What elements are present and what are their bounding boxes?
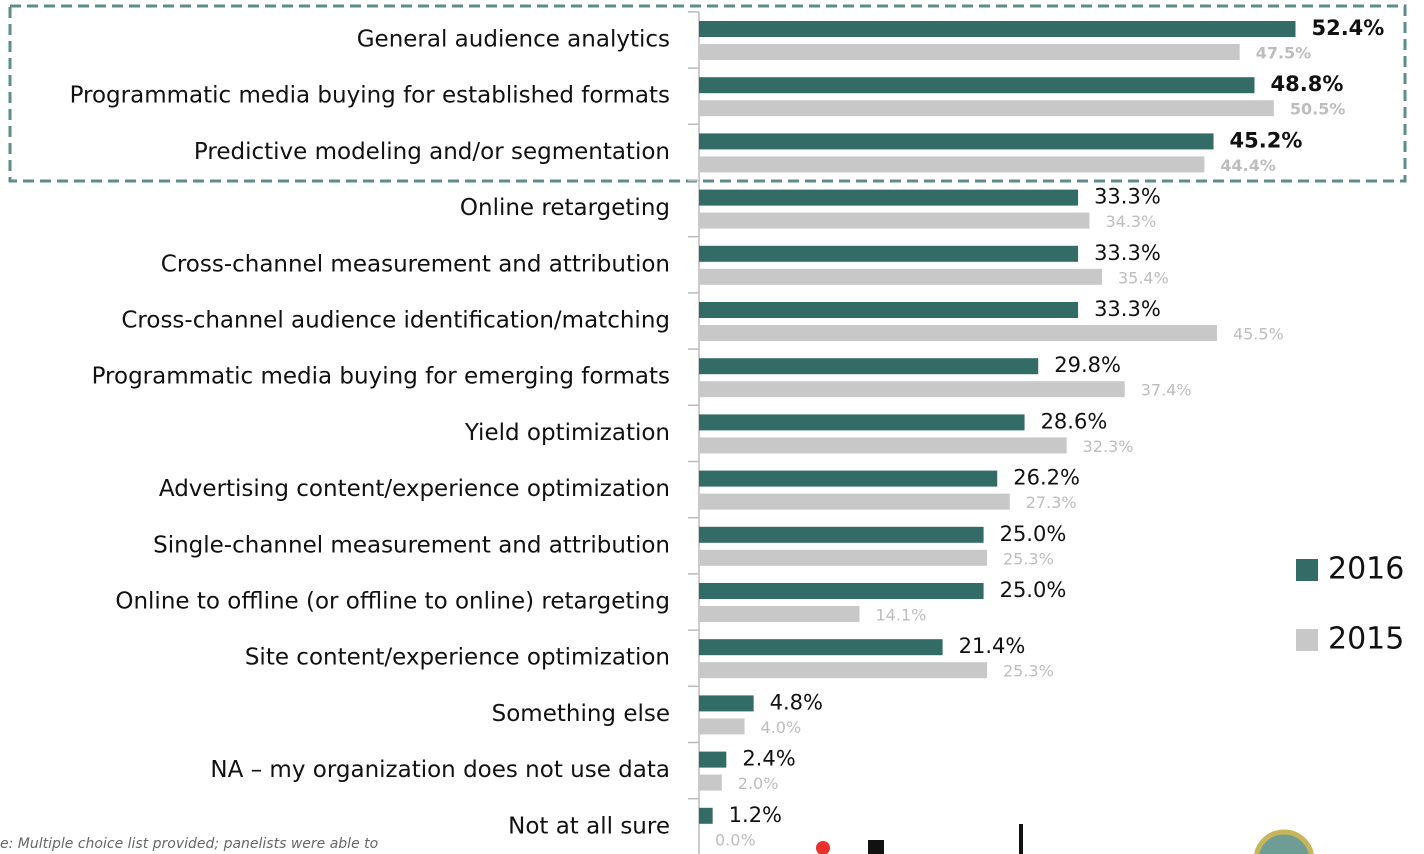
logo-fragment <box>868 840 884 854</box>
category-label: Programmatic media buying for establishe… <box>70 83 670 109</box>
category-label: Cross-channel audience identification/ma… <box>121 308 670 334</box>
value-label: 28.6% <box>1041 409 1108 433</box>
highlight-box <box>8 4 1407 183</box>
category-label: Yield optimization <box>464 420 670 446</box>
value-label: 48.8% <box>1271 72 1344 96</box>
category-label: NA – my organization does not use data <box>210 757 670 783</box>
category-label: Advertising content/experience optimizat… <box>159 476 670 502</box>
bar <box>699 44 1240 60</box>
bar <box>699 606 860 622</box>
value-label: 4.0% <box>761 718 802 737</box>
value-label: 50.5% <box>1290 100 1346 119</box>
value-label: 34.3% <box>1105 212 1156 231</box>
value-label: 25.3% <box>1003 549 1054 568</box>
category-label: Something else <box>492 701 670 727</box>
legend-label: 2016 <box>1328 552 1404 587</box>
category-label: General audience analytics <box>357 27 670 53</box>
bar <box>699 662 987 679</box>
bar <box>699 212 1090 229</box>
value-label: 4.8% <box>770 690 823 714</box>
category-label: Site content/experience optimization <box>245 645 670 671</box>
category-label: Single-channel measurement and attributi… <box>153 532 670 558</box>
value-label: 27.3% <box>1026 493 1077 512</box>
value-label: 35.4% <box>1118 268 1169 287</box>
bar <box>699 437 1067 454</box>
bar <box>699 695 754 712</box>
bar <box>699 583 984 599</box>
bar <box>699 493 1010 510</box>
value-label: 47.5% <box>1256 44 1312 63</box>
bar <box>699 470 998 487</box>
bar <box>699 774 722 791</box>
bar <box>699 133 1214 150</box>
value-label: 25.0% <box>1000 522 1067 546</box>
bar <box>699 156 1205 173</box>
value-label: 33.3% <box>1094 241 1161 265</box>
bar <box>699 639 943 656</box>
value-label: 44.4% <box>1220 156 1276 175</box>
value-label: 2.0% <box>738 774 779 793</box>
category-label: Predictive modeling and/or segmentation <box>194 139 670 165</box>
value-label: 32.3% <box>1083 437 1134 456</box>
bar <box>699 381 1125 398</box>
legend-label: 2015 <box>1328 622 1404 657</box>
value-label: 45.5% <box>1233 325 1284 344</box>
category-label: Programmatic media buying for emerging f… <box>92 364 670 390</box>
value-label: 14.1% <box>876 606 927 625</box>
value-label: 52.4% <box>1311 16 1384 40</box>
bar <box>699 526 984 543</box>
value-label: 33.3% <box>1094 185 1161 209</box>
bar <box>699 100 1274 117</box>
footnote: e: Multiple choice list provided; paneli… <box>0 836 378 852</box>
bar <box>699 21 1296 37</box>
value-label: 33.3% <box>1094 297 1161 321</box>
value-label: 0.0% <box>715 830 756 849</box>
bar <box>699 245 1079 262</box>
category-label: Not at all sure <box>508 813 670 839</box>
bar <box>699 189 1079 206</box>
category-label: Online retargeting <box>460 195 670 221</box>
legend-swatch <box>1296 629 1318 651</box>
value-label: 2.4% <box>742 747 795 771</box>
value-label: 25.0% <box>1000 578 1067 602</box>
bar <box>699 414 1025 431</box>
value-label: 25.3% <box>1003 662 1054 681</box>
bar <box>699 302 1079 318</box>
logo-fragment <box>1254 829 1314 854</box>
value-label: 29.8% <box>1054 353 1121 377</box>
value-label: 1.2% <box>729 803 782 827</box>
value-label: 26.2% <box>1013 466 1080 490</box>
category-label: Online to offline (or offline to online)… <box>115 589 670 615</box>
bar <box>699 268 1102 285</box>
logo-fragment <box>816 841 830 854</box>
bar <box>699 358 1039 375</box>
bar <box>699 807 713 824</box>
bar <box>699 77 1255 94</box>
logo-fragment <box>1019 824 1023 854</box>
bar <box>699 325 1217 341</box>
bar <box>699 549 987 566</box>
bar <box>699 718 745 735</box>
legend-swatch <box>1296 559 1318 581</box>
bar <box>699 751 727 768</box>
value-label: 37.4% <box>1141 381 1192 400</box>
value-label: 45.2% <box>1230 128 1303 152</box>
category-label: Cross-channel measurement and attributio… <box>161 251 670 277</box>
value-label: 21.4% <box>959 634 1026 658</box>
